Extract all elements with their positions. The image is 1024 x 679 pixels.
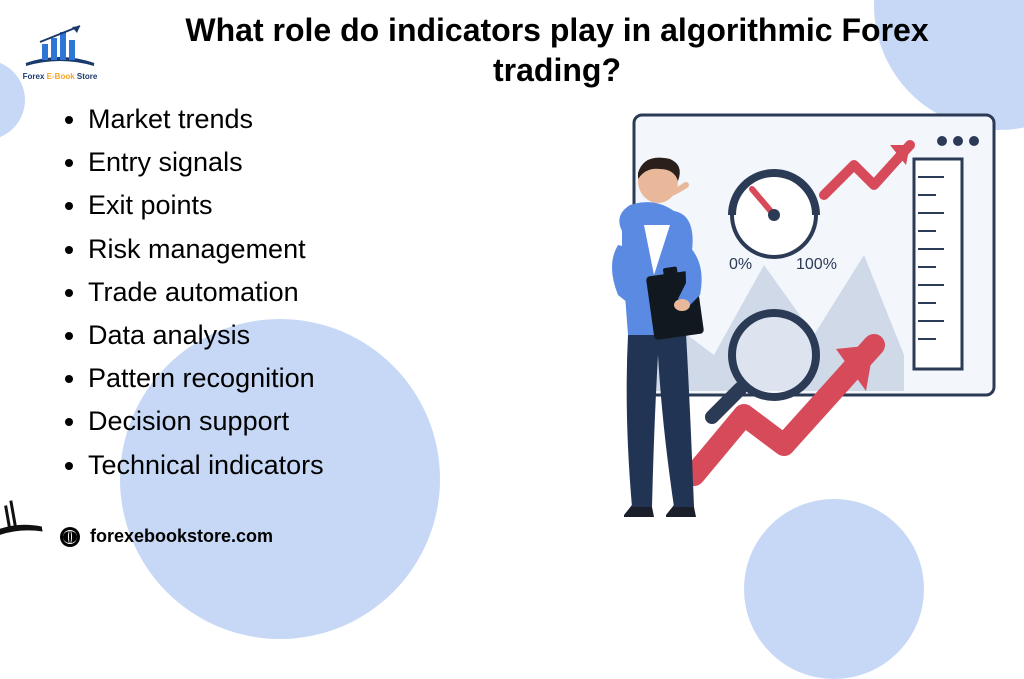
list-item: Technical indicators — [88, 444, 324, 487]
illustration: 0% 100% — [544, 95, 1004, 535]
brand-logo: Forex E-Book Store — [20, 22, 100, 81]
globe-icon — [60, 527, 80, 547]
list-item: Decision support — [88, 400, 324, 443]
footer-url: forexebookstore.com — [90, 526, 273, 547]
bullet-list: Market trends Entry signals Exit points … — [60, 98, 324, 487]
page-title: What role do indicators play in algorith… — [130, 10, 984, 90]
gauge-label-right: 100% — [796, 256, 837, 273]
list-item: Pattern recognition — [88, 357, 324, 400]
list-item: Risk management — [88, 228, 324, 271]
gauge-label-left: 0% — [729, 256, 752, 273]
list-item: Trade automation — [88, 271, 324, 314]
logo-text: Forex E-Book Store — [23, 72, 98, 81]
list-item: Data analysis — [88, 314, 324, 357]
logo-icon — [20, 22, 100, 70]
list-item: Market trends — [88, 98, 324, 141]
footer: forexebookstore.com — [60, 526, 273, 547]
list-item: Exit points — [88, 184, 324, 227]
list-item: Entry signals — [88, 141, 324, 184]
book-decoration — [0, 494, 43, 544]
